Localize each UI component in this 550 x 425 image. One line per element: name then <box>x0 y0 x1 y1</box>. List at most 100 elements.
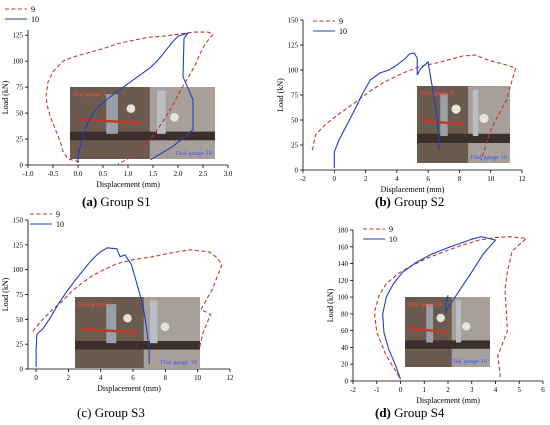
chart-svg-d: -2 -1 0 1 2 3 4 5 6020406080100120140160180Displ… <box>326 225 545 405</box>
y-tick-label: 0 <box>20 162 24 170</box>
y-tick-label: 0 <box>345 378 349 386</box>
photo-beam <box>75 341 200 350</box>
y-tick-label: 140 <box>338 260 349 268</box>
y-axis-label: Load (kN) <box>1 80 10 114</box>
y-tick-label: 75 <box>291 92 299 100</box>
y-tick-label: 75 <box>16 291 24 299</box>
x-tick-label: 8 <box>458 175 462 183</box>
y-tick-label: 0 <box>295 167 299 175</box>
y-tick-label: 50 <box>16 316 24 324</box>
photo-column <box>440 93 448 137</box>
legend-label-10: 10 <box>339 27 347 36</box>
x-tick-label: 2 <box>446 386 450 394</box>
y-tick-label: 150 <box>13 217 24 225</box>
caption-letter: (c) <box>77 405 92 420</box>
x-tick-label: 3.0 <box>224 170 233 178</box>
y-tick-label: 120 <box>338 277 349 285</box>
dial-gauge-icon <box>160 322 170 332</box>
photo-label-gauge-9: Dial gauge 9 <box>420 90 453 97</box>
y-axis-label: Load (kN) <box>276 78 285 112</box>
photo-label-gauge-10: Dial gauge 10 <box>451 358 487 365</box>
x-tick-label: 2.0 <box>174 170 183 178</box>
x-tick-label: 12 <box>227 374 235 382</box>
caption-letter: (d) <box>375 405 391 420</box>
x-tick-label: 6 <box>541 386 545 394</box>
x-tick-label: -0.5 <box>47 170 59 178</box>
chart-panel-b: -2 0 2 4 6 8 10 12 0 25 50 75 100 125 150 Displacement … <box>275 0 550 215</box>
caption-text: Group S3 <box>94 405 145 420</box>
x-tick-label: 2 <box>67 374 71 382</box>
x-tick-label: 1.0 <box>124 170 133 178</box>
caption-text: Group S4 <box>394 405 445 420</box>
photo-column <box>106 94 118 134</box>
chart-caption-d: (d) Group S4 <box>375 405 444 421</box>
x-tick-label: 1 <box>423 386 427 394</box>
x-tick-label: 6 <box>426 175 430 183</box>
photo-label-gauge-9: Dial gauge 9 <box>73 91 106 98</box>
y-tick-label: 50 <box>291 117 299 125</box>
y-tick-label: 20 <box>341 361 349 369</box>
photo-beam <box>405 340 490 349</box>
y-tick-label: 125 <box>288 42 299 50</box>
photo-label-gauge-9: Dial gauge 9 <box>78 301 111 308</box>
caption-text: Group S2 <box>394 194 445 209</box>
y-tick-label: 75 <box>16 84 24 92</box>
x-tick-label: 0 <box>333 175 337 183</box>
y-tick-label: 25 <box>16 341 24 349</box>
x-tick-label: -2 <box>350 386 356 394</box>
legend-label-9: 9 <box>56 210 60 219</box>
x-tick-label: 5 <box>518 386 522 394</box>
photo-label-gauge-10: Dial gauge 10 <box>161 359 197 366</box>
legend-label-10: 10 <box>389 235 397 244</box>
chart-svg-c: 0 2 4 6 8 10 12 0 25 50 75 100 125 150 Displacement (m… <box>1 210 235 393</box>
legend-label-10: 10 <box>56 220 64 229</box>
y-tick-label: 100 <box>338 294 349 302</box>
chart-caption-a: (a) Group S1 <box>82 194 151 210</box>
dial-gauge-icon <box>436 313 445 323</box>
dial-gauge-icon <box>126 104 136 113</box>
photo-label-gauge-10: Dial gauge 10 <box>176 150 212 157</box>
legend-label-9: 9 <box>31 5 35 14</box>
test-setup-photo: Dial gauge 9 Dial gauge 10 <box>417 86 510 163</box>
y-tick-label: 100 <box>13 266 24 274</box>
legend-label-9: 9 <box>389 225 393 234</box>
chart-svg-a: -1.0 -0.5 0.0 0.5 1.0 1.5 2.0 2.5 3.0 0 25 50 75 100 1… <box>1 5 233 189</box>
chart-caption-c: (c) Group S3 <box>77 405 145 421</box>
caption-letter: (b) <box>375 194 391 209</box>
y-tick-label: 180 <box>338 227 349 235</box>
chart-panel-c: 0 2 4 6 8 10 12 0 25 50 75 100 125 150 Displacement (m… <box>0 210 275 425</box>
x-tick-label: 1.5 <box>149 170 158 178</box>
series-line-10 <box>382 236 497 380</box>
test-setup-photo: Dial gauge 9 Dial gauge 10 <box>405 297 490 367</box>
photo-column <box>157 90 166 134</box>
x-tick-label: 4 <box>494 386 498 394</box>
test-setup-photo: Dial gauge 9 Dial gauge 10 <box>75 297 200 368</box>
dial-gauge-icon <box>123 314 132 323</box>
dial-gauge-icon <box>479 113 489 123</box>
x-tick-label: 4 <box>395 175 399 183</box>
x-tick-label: 10 <box>194 374 202 382</box>
x-tick-label: 2.5 <box>199 170 208 178</box>
x-tick-label: 2 <box>364 175 368 183</box>
photo-column <box>426 304 434 343</box>
y-tick-label: 0 <box>20 366 24 374</box>
chart-panel-d: -2 -1 0 1 2 3 4 5 6 0 20 40 60 80 100 120 140 160 180 Displ… <box>275 212 550 425</box>
x-tick-label: 4 <box>99 374 103 382</box>
y-tick-label: 125 <box>13 241 24 249</box>
photo-column <box>472 89 479 137</box>
photo-beam <box>70 131 215 141</box>
series-line-9 <box>32 249 223 350</box>
photo-column <box>456 300 462 343</box>
y-axis-label: Load (kN) <box>1 277 10 311</box>
photo-red-bar <box>77 118 143 125</box>
y-tick-label: 80 <box>341 310 349 318</box>
photo-column <box>150 300 158 344</box>
x-axis-label: Displacement (mm) <box>96 180 160 189</box>
photo-red-bar <box>421 119 464 126</box>
x-tick-label: 3 <box>470 386 474 394</box>
chart-caption-b: (b) Group S2 <box>375 194 444 210</box>
x-tick-label: 12 <box>519 175 527 183</box>
y-tick-label: 150 <box>288 17 299 25</box>
x-tick-label: -1.0 <box>22 170 34 178</box>
y-tick-label: 40 <box>341 344 349 352</box>
